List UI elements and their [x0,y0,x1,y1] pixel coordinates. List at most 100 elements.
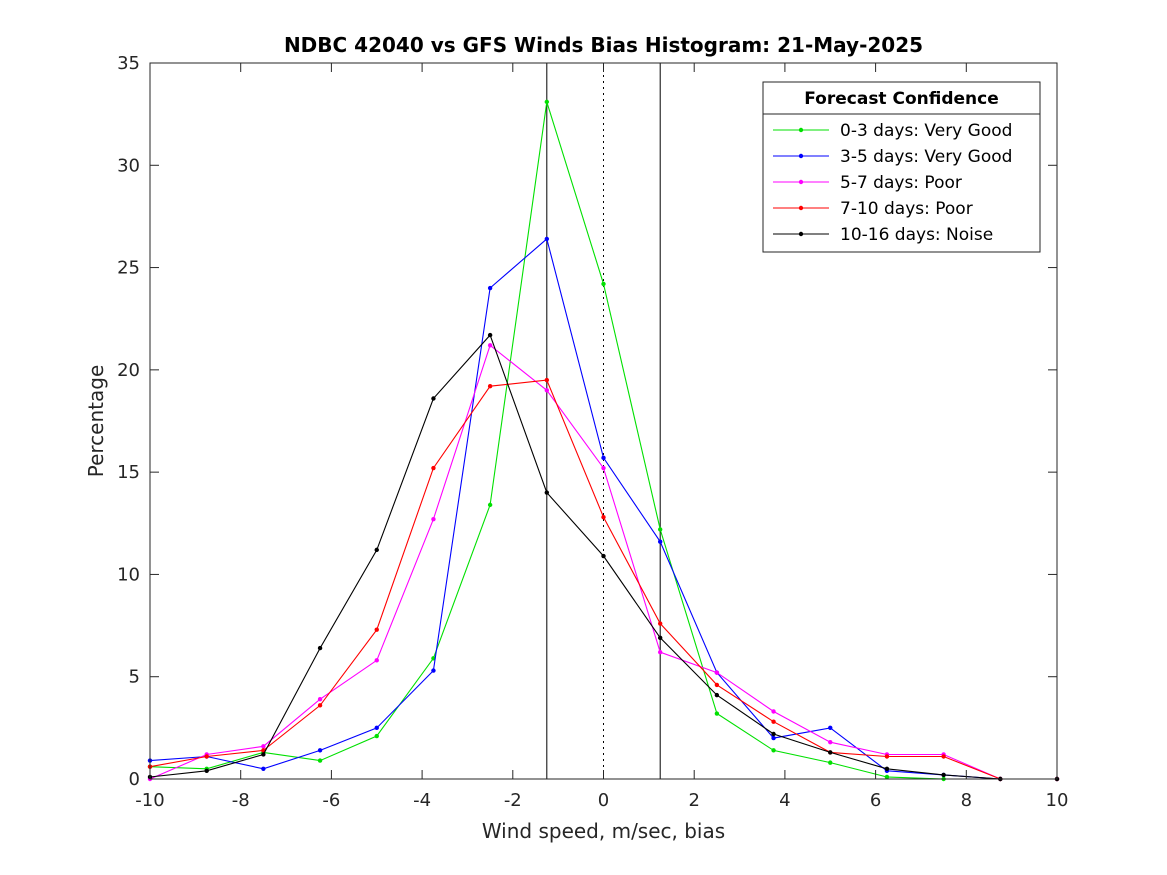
data-point [374,627,379,632]
data-point [261,744,266,749]
y-tick-label: 35 [117,53,140,74]
data-point [487,332,493,338]
data-point [374,725,379,731]
data-point [317,758,323,763]
legend-entry: 7-10 days: Poor [773,199,973,219]
data-point [601,281,606,287]
y-tick-label: 5 [129,667,140,688]
legend-label: 10-16 days: Noise [840,225,993,245]
data-point [601,514,606,520]
series-layer [147,99,1060,782]
legend: Forecast Confidence 0-3 days: Very Good 3-… [762,81,1041,253]
x-tick-label: -10 [135,790,164,811]
legend-swatch-marker [798,231,804,237]
data-point [431,668,436,673]
legend-swatch-marker [798,205,804,211]
data-point [317,703,323,708]
x-tick-label: 8 [961,790,972,811]
legend-title: Forecast Confidence [804,89,999,109]
data-point [657,635,663,641]
legend-swatch-marker [798,127,804,133]
legend-label: 0-3 days: Very Good [840,121,1012,141]
data-point [941,754,946,759]
legend-label: 3-5 days: Very Good [840,147,1012,167]
data-point [828,725,833,731]
y-axis-title: Percentage [84,365,108,478]
data-point [487,384,493,389]
data-point [544,377,550,383]
data-point [657,527,663,532]
data-point [487,285,493,291]
data-point [374,658,379,663]
y-tick-label: 0 [129,769,140,790]
legend-entry: 3-5 days: Very Good [773,147,1012,167]
data-point [884,766,890,771]
x-tick-label: -4 [413,790,431,811]
data-point [771,731,776,737]
legend-entry: 5-7 days: Poor [773,173,962,193]
data-point [771,709,776,714]
x-tick-label: -6 [322,790,340,811]
ticks-layer: -10 -8 -6 -4 -2 0 2 4 6 8 10 0 5 10 15 20 25 30 35 [117,53,1068,811]
y-tick-label: 10 [117,564,140,585]
data-point [771,719,776,724]
x-tick-label: -2 [504,790,522,811]
data-point [544,99,550,105]
data-point [431,516,436,522]
data-point [601,465,606,471]
data-point [544,388,550,393]
data-point [204,768,209,774]
data-point [261,752,266,757]
data-point [657,649,663,655]
legend-entry: 0-3 days: Very Good [773,121,1012,141]
data-point [828,760,833,765]
legend-swatch-marker [798,153,804,159]
data-point [317,748,323,753]
data-point [828,750,833,755]
data-point [204,754,209,759]
data-point [317,697,323,702]
legend-swatch-marker [798,179,804,185]
x-tick-label: 0 [598,790,609,811]
legend-label: 7-10 days: Poor [840,199,973,219]
data-point [261,766,266,771]
data-point [317,645,323,651]
chart-title: NDBC 42040 vs GFS Winds Bias Histogram: … [284,33,923,57]
data-point [657,621,663,626]
data-point [544,236,550,242]
legend-label: 5-7 days: Poor [840,173,962,193]
x-tick-label: 2 [688,790,699,811]
data-point [431,465,436,471]
x-axis-title: Wind speed, m/sec, bias [482,819,725,843]
x-tick-label: -8 [232,790,250,811]
data-point [601,455,606,461]
data-point [714,670,720,675]
legend-entry: 10-16 days: Noise [773,225,993,245]
x-tick-label: 4 [779,790,790,811]
series-5 [147,332,1060,782]
data-point [487,502,493,508]
data-point [714,682,720,688]
data-point [487,343,493,348]
data-point [714,711,720,716]
x-tick-label: 10 [1046,790,1069,811]
y-tick-label: 20 [117,360,140,381]
legend-box [762,81,1041,253]
data-point [657,539,663,544]
data-point [374,733,379,739]
data-point [884,774,890,780]
y-tick-label: 15 [117,462,140,483]
y-tick-label: 30 [117,155,140,176]
data-point [771,735,776,741]
data-point [714,692,720,698]
data-point [771,748,776,753]
y-tick-label: 25 [117,258,140,279]
x-tick-label: 6 [870,790,881,811]
reference-lines [546,63,661,779]
data-point [544,490,550,495]
data-point [828,739,833,745]
data-point [374,547,379,553]
data-point [884,754,890,759]
data-point [431,396,436,401]
data-point [941,772,946,778]
